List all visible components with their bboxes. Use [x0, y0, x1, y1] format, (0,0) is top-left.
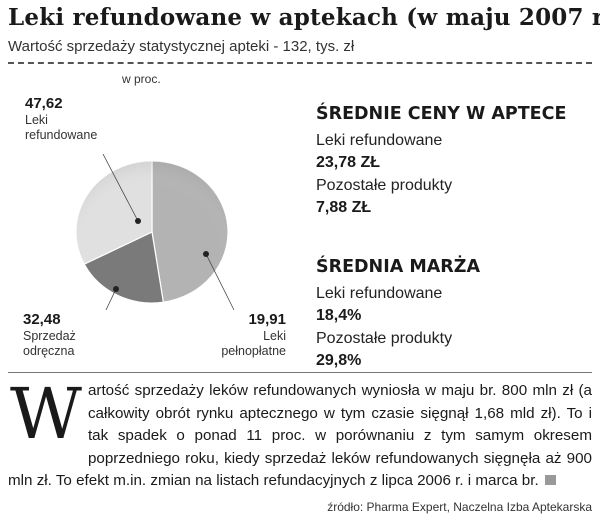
refunded-drugs-margin-value: 18,4%: [316, 307, 362, 324]
page-title: Leki refundowane w aptekach (w maju 2007…: [8, 4, 600, 31]
end-of-article-square: [544, 475, 556, 485]
refunded-drugs-price-value: 23,78 ZŁ: [316, 154, 381, 171]
pie-category-label-refunded-2: refundowane: [25, 128, 97, 142]
pie-slices: [75, 160, 229, 304]
pie-labels: 47,62Lekirefundowane19,91Lekipełnopłatne…: [23, 95, 286, 358]
pie-category-label-over-the-counter-1: Sprzedaż: [23, 329, 76, 343]
pie-category-label-fullprice-1: Leki: [263, 329, 286, 343]
average-prices-panel: ŚREDNIE CENY W APTECE Leki refundowane 2…: [316, 104, 596, 220]
article-body: artość sprzedaży leków refundowanych wyn…: [8, 382, 592, 489]
average-margin-panel: ŚREDNIA MARŻA Leki refundowane 18,4% Poz…: [316, 257, 596, 373]
pie-category-label-refunded-1: Leki: [25, 113, 48, 127]
refunded-drugs-price-label: Leki refundowane: [316, 132, 443, 149]
pie-value-label-fullprice: 19,91: [248, 311, 286, 328]
other-products-price-value: 7,88 ZŁ: [316, 199, 372, 216]
other-products-price-label: Pozostałe produkty: [316, 177, 453, 194]
pie-leader-over-the-counter: [105, 288, 117, 311]
source-note: źródło: Pharma Expert, Naczelna Izba Apt…: [327, 500, 592, 514]
other-products-margin-value: 29,8%: [316, 352, 362, 369]
drop-cap: W: [10, 373, 82, 455]
average-margin-heading: ŚREDNIA MARŻA: [316, 257, 481, 277]
pie-leader-fullprice: [205, 253, 235, 311]
average-prices-heading: ŚREDNIE CENY W APTECE: [316, 104, 567, 124]
page-subtitle: Wartość sprzedaży statystycznej apteki -…: [8, 38, 355, 55]
dashed-divider: [8, 62, 592, 64]
pie-value-label-refunded: 47,62: [25, 95, 63, 112]
pie-marker-refunded: [135, 218, 141, 224]
pie-leader-lines: [102, 153, 235, 311]
refunded-drugs-margin-label: Leki refundowane: [316, 285, 443, 302]
pie-marker-over-the-counter: [113, 286, 119, 292]
pie-category-label-fullprice-2: pełnopłatne: [221, 344, 286, 358]
pie-chart: 47,62Lekirefundowane19,91Lekipełnopłatne…: [23, 95, 286, 358]
pie-leader-refunded: [102, 153, 139, 222]
article-divider: [8, 372, 592, 373]
pie-marker-fullprice: [203, 251, 209, 257]
pie-slice-refunded: [151, 160, 229, 303]
pie-category-label-over-the-counter-2: odręczna: [23, 344, 74, 358]
other-products-margin-label: Pozostałe produkty: [316, 330, 453, 347]
pie-value-label-over-the-counter: 32,48: [23, 311, 61, 328]
chart-unit-label: w proc.: [122, 72, 161, 86]
